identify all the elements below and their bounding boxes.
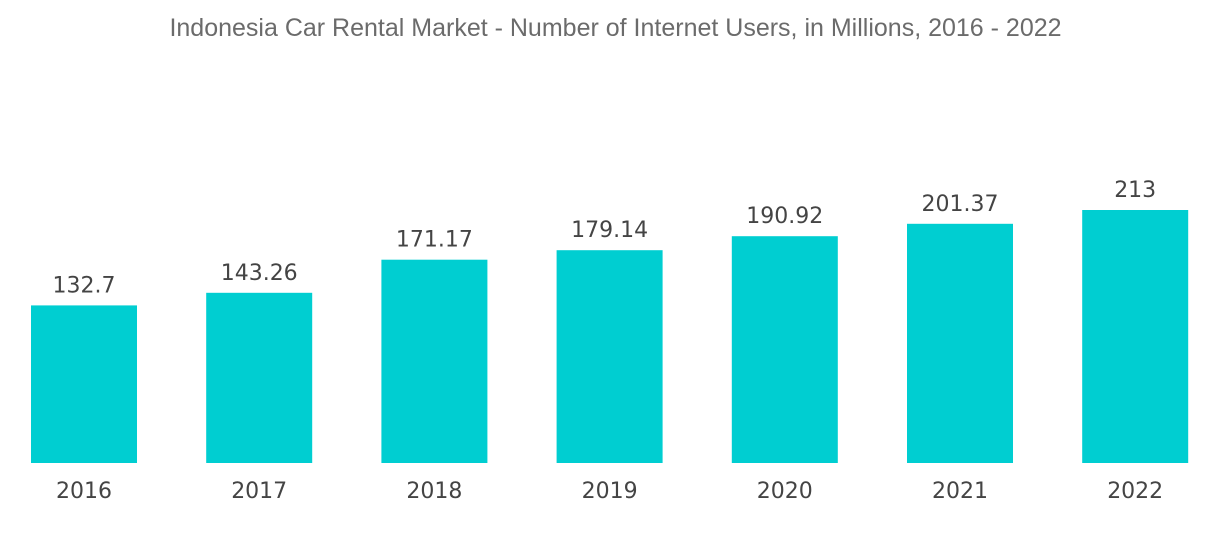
- value-label-2021: 201.37: [922, 192, 999, 217]
- x-tick-2017: 2017: [231, 479, 287, 504]
- value-label-2019: 179.14: [571, 218, 648, 243]
- x-tick-2022: 2022: [1107, 479, 1163, 504]
- x-tick-2020: 2020: [757, 479, 813, 504]
- bar-2019: [556, 250, 663, 463]
- bars-group: [31, 210, 1189, 463]
- value-label-2016: 132.7: [53, 273, 116, 298]
- chart-title: Indonesia Car Rental Market - Number of …: [169, 14, 1062, 42]
- x-tick-2021: 2021: [932, 479, 988, 504]
- x-tick-2018: 2018: [406, 479, 462, 504]
- bar-2021: [907, 223, 1013, 463]
- x-tick-2016: 2016: [56, 479, 112, 504]
- x-tick-2019: 2019: [582, 479, 638, 504]
- value-label-2020: 190.92: [746, 204, 823, 229]
- value-label-2022: 213: [1114, 178, 1156, 203]
- value-label-2017: 143.26: [221, 261, 298, 286]
- value-label-2018: 171.17: [396, 228, 473, 253]
- value-labels-group: 132.7 143.26 171.17 179.14 190.92 201.37 213: [53, 178, 1157, 298]
- x-axis-ticks: 2016 2017 2018 2019 2020 2021 2022: [56, 479, 1163, 504]
- bar-2020: [731, 236, 838, 463]
- bar-2018: [381, 259, 488, 463]
- bar-2022: [1082, 210, 1189, 463]
- bar-2017: [206, 292, 313, 463]
- bar-2016: [31, 305, 137, 463]
